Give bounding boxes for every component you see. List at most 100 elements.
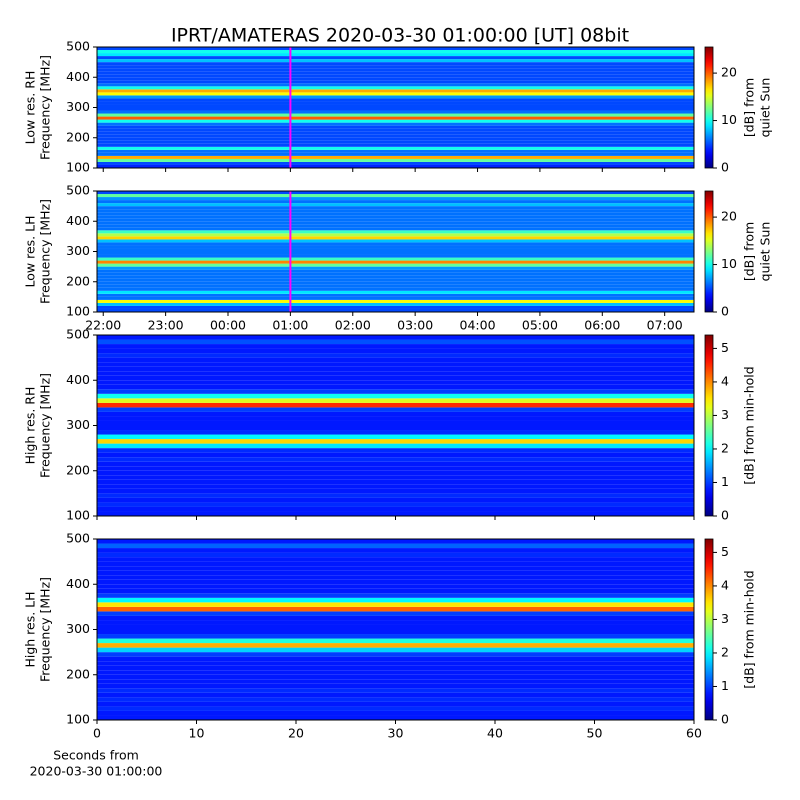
heat-cell — [97, 452, 694, 458]
heat-cell — [97, 242, 694, 246]
colorbar-tick-label: 2 — [721, 644, 729, 659]
heat-cell — [97, 710, 694, 716]
x-tick-label: 40 — [487, 726, 503, 741]
colorbar-label: [dB] from — [742, 78, 757, 137]
heat-cell — [97, 502, 694, 507]
x-axis-label: Seconds from — [53, 748, 139, 763]
colorbar-label: quiet Sun — [758, 78, 773, 138]
x-tick-label: 50 — [587, 726, 603, 741]
x-tick-label: 07:00 — [647, 318, 683, 333]
heat-cell — [97, 611, 694, 616]
heat-cell — [97, 140, 694, 144]
colorbar-tick-label: 0 — [721, 712, 729, 727]
y-tick-label: 100 — [66, 508, 90, 523]
heat-cell — [97, 239, 694, 243]
heat-cell — [97, 218, 694, 222]
heat-cell — [97, 53, 694, 57]
heat-cell — [97, 92, 694, 96]
heat-cell — [97, 257, 694, 261]
heat-cell — [97, 47, 694, 51]
y-axis-label: High res. LH — [23, 591, 38, 667]
heat-cell — [97, 407, 694, 412]
heat-cell — [97, 348, 694, 354]
y-tick-label: 300 — [66, 621, 90, 636]
heat-cell — [97, 125, 694, 129]
heat-cell — [97, 149, 694, 153]
colorbar-tick-label: 20 — [721, 209, 737, 224]
x-tick-label: 02:00 — [335, 318, 371, 333]
y-tick-label: 500 — [66, 327, 90, 342]
colorbar — [704, 334, 714, 517]
heat-cell — [97, 624, 694, 630]
heat-cell — [97, 674, 694, 680]
heat-cell — [97, 137, 694, 141]
heat-cell — [97, 606, 694, 612]
y-tick-label: 300 — [66, 417, 90, 432]
heat-cell — [97, 697, 694, 702]
colorbar-tick-label: 3 — [721, 611, 729, 626]
heat-cell — [97, 584, 694, 589]
y-axis-label: Frequency [MHz] — [38, 55, 53, 160]
colorbar-tick-label: 0 — [721, 160, 729, 175]
colorbar-tick-label: 5 — [721, 340, 729, 355]
y-tick-label: 100 — [66, 304, 90, 319]
heat-cell — [97, 357, 694, 363]
heat-cell — [97, 620, 694, 625]
heat-cell — [97, 254, 694, 258]
heat-cell — [97, 384, 694, 390]
heat-cell — [97, 299, 694, 303]
y-axis-label: Frequency [MHz] — [38, 199, 53, 304]
heat-cell — [97, 484, 694, 489]
y-tick-label: 400 — [66, 69, 90, 84]
heat-cell — [97, 221, 694, 225]
y-axis-label: High res. RH — [23, 387, 38, 465]
heat-cell — [97, 344, 694, 349]
heat-cell — [97, 561, 694, 567]
heat-cell — [97, 470, 694, 476]
heat-cell — [97, 339, 694, 345]
colorbar-tick-label: 5 — [721, 544, 729, 559]
heat-cell — [97, 656, 694, 662]
heat-cell — [97, 152, 694, 156]
x-tick-label: 04:00 — [460, 318, 496, 333]
x-tick-label: 00:00 — [210, 318, 246, 333]
heat-cell — [97, 119, 694, 123]
heat-cell — [97, 380, 694, 385]
heat-cell — [97, 290, 694, 294]
heat-cell — [97, 588, 694, 594]
heat-cell — [97, 416, 694, 421]
heat-cell — [97, 260, 694, 264]
heat-cell — [97, 209, 694, 213]
heat-cell — [97, 155, 694, 159]
heat-cell — [97, 552, 694, 558]
heat-cell — [97, 539, 694, 544]
heat-cell — [97, 287, 694, 291]
heat-cell — [97, 448, 694, 453]
colorbar-label: [dB] from min-hold — [742, 570, 757, 688]
y-tick-label: 200 — [66, 273, 90, 288]
heat-cell — [97, 50, 694, 54]
heat-cell — [97, 548, 694, 553]
y-tick-label: 300 — [66, 243, 90, 258]
heat-cell — [97, 197, 694, 201]
y-tick-label: 200 — [66, 666, 90, 681]
y-tick-label: 100 — [66, 712, 90, 727]
heat-cell — [97, 570, 694, 576]
x-tick-label: 06:00 — [584, 318, 620, 333]
y-tick-label: 400 — [66, 213, 90, 228]
x-tick-label: 0 — [93, 726, 101, 741]
heat-cell — [97, 95, 694, 99]
heat-cell — [97, 302, 694, 306]
colorbar-tick-label: 4 — [721, 373, 729, 388]
x-tick-label: 60 — [686, 726, 702, 741]
heat-cell — [97, 212, 694, 216]
heat-cell — [97, 245, 694, 249]
heat-cell — [97, 248, 694, 252]
y-tick-label: 300 — [66, 99, 90, 114]
heat-cell — [97, 661, 694, 666]
heat-cell — [97, 131, 694, 135]
colorbar-tick-label: 4 — [721, 577, 729, 592]
heat-cell — [97, 647, 694, 653]
heat-cell — [97, 602, 694, 607]
